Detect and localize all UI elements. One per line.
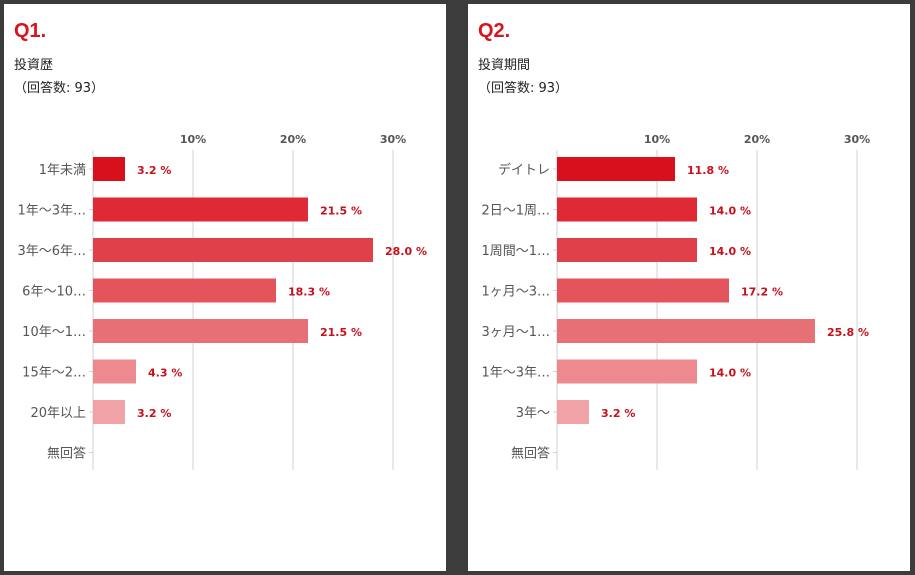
category-label: 1年～3年…: [17, 204, 86, 219]
value-label: 11.8 %: [687, 164, 729, 177]
chart-subtitle: （回答数: 93）: [14, 81, 105, 96]
question-number: Q2.: [478, 20, 511, 42]
category-label: 10年～1…: [22, 325, 86, 340]
value-label: 14.0 %: [709, 367, 751, 380]
chart-panel-q1: Q1. 投資歴 （回答数: 93） 10% 20% 30% 1年未満 3.2 % 1年～3…: [4, 4, 446, 571]
bar: [557, 238, 697, 262]
category-label: 無回答: [47, 446, 86, 462]
value-label: 25.8 %: [827, 326, 869, 339]
value-label: 21.5 %: [320, 326, 362, 339]
bar-chart-q2: 10% 20% 30% デイトレ 11.8 % 2日～1周… 14.0 % 1周間～1… 14.…: [481, 133, 870, 470]
bar: [557, 278, 729, 303]
value-label: 3.2 %: [137, 407, 171, 420]
category-label: 3ヶ月～1…: [481, 325, 550, 340]
question-number: Q1.: [14, 20, 47, 42]
chart-panel-q2: Q2. 投資期間 （回答数: 93） 10% 20% 30% デイトレ 11.8 % 2日…: [468, 4, 910, 571]
category-label: 2日～1周…: [481, 204, 550, 219]
category-label: 20年以上: [30, 406, 86, 421]
tick-label: 30%: [380, 133, 406, 146]
value-label: 21.5 %: [320, 205, 362, 218]
value-label: 18.3 %: [288, 286, 330, 299]
tick-label: 20%: [280, 133, 306, 146]
category-label: 15年～2…: [22, 366, 86, 381]
tick-label: 10%: [644, 133, 670, 146]
value-label: 4.3 %: [148, 367, 182, 380]
category-label: 1周間～1…: [481, 244, 550, 259]
tick-label: 30%: [844, 133, 870, 146]
category-label: 1ヶ月～3…: [481, 285, 550, 300]
chart-title: 投資歴: [14, 58, 54, 73]
bar: [557, 359, 697, 384]
value-label: 3.2 %: [601, 407, 635, 420]
category-label: デイトレ: [498, 162, 550, 178]
bar: [93, 400, 125, 424]
bar: [93, 197, 308, 222]
value-label: 14.0 %: [709, 205, 751, 218]
bar: [93, 238, 373, 262]
tick-label: 20%: [744, 133, 770, 146]
category-label: 1年～3年…: [481, 366, 550, 381]
bar: [93, 359, 136, 384]
bar: [93, 157, 125, 181]
category-label: 1年未満: [39, 163, 86, 178]
bar: [557, 197, 697, 222]
category-label: 無回答: [511, 446, 550, 462]
bar: [557, 319, 815, 343]
bar: [93, 319, 308, 343]
chart-subtitle: （回答数: 93）: [478, 81, 569, 96]
value-label: 14.0 %: [709, 245, 751, 258]
bar-chart-q1: 10% 20% 30% 1年未満 3.2 % 1年～3年… 21.5 % 3年～6年… 28.0…: [17, 133, 427, 470]
value-label: 3.2 %: [137, 164, 171, 177]
category-label: 3年～6年…: [17, 244, 86, 259]
bar: [93, 278, 276, 303]
bar: [557, 157, 675, 181]
tick-label: 10%: [180, 133, 206, 146]
category-label: 3年～: [516, 406, 550, 421]
category-label: 6年～10…: [22, 285, 86, 300]
chart-title: 投資期間: [478, 58, 531, 73]
bar: [557, 400, 589, 424]
value-label: 28.0 %: [385, 245, 427, 258]
value-label: 17.2 %: [741, 286, 783, 299]
